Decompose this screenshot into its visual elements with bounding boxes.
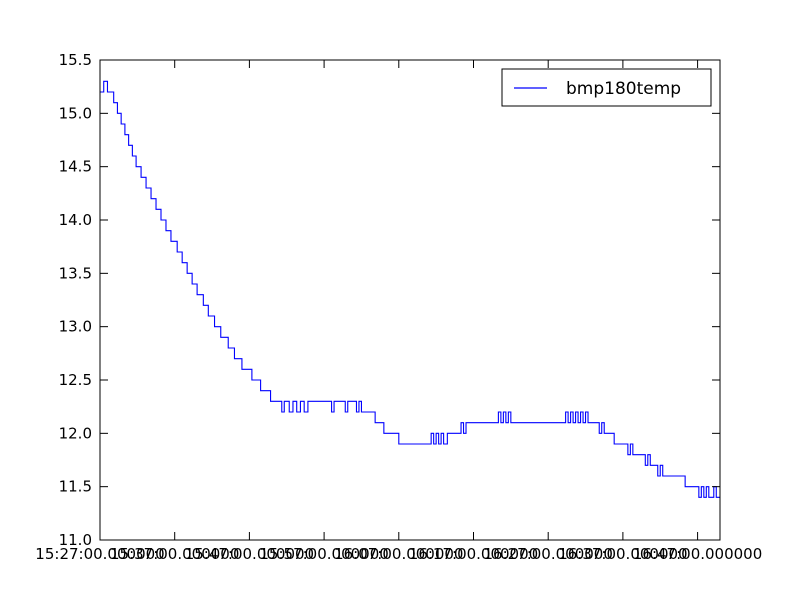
- series-layer: [100, 80, 720, 498]
- y-tick-label: 15.0: [59, 104, 92, 122]
- y-tick-label: 14.5: [59, 158, 92, 176]
- y-tick-label: 12.0: [59, 424, 92, 442]
- y-tick-label: 15.5: [59, 51, 92, 69]
- x-tick-label: 15:57:00.000000: [259, 545, 388, 563]
- plot-area: [100, 60, 720, 540]
- y-tick-label: 13.5: [59, 264, 92, 282]
- x-tick-label: 16:07:00.000000: [334, 545, 463, 563]
- x-tick-label: 16:37:00.000000: [558, 545, 687, 563]
- plot-frame: [99, 59, 721, 541]
- x-tick-label: 16:17:00.000000: [409, 545, 538, 563]
- series-line-bmp180temp: [100, 80, 720, 498]
- x-tick-label: 16:27:00.000000: [483, 545, 612, 563]
- x-tick-label-last: 16:47:00.000000: [633, 545, 762, 563]
- y-tick-label: 14.0: [59, 211, 92, 229]
- legend-label-bmp180temp: bmp180temp: [566, 79, 681, 99]
- y-tick-label: 11.0: [59, 531, 92, 549]
- y-axis: 11.0 11.5 12.0 12.5 13.0 13.5 14.0 14.5 15.0 15.5: [59, 51, 720, 549]
- legend: bmp180temp: [501, 68, 712, 107]
- x-tick-label: 15:47:00.000000: [185, 545, 314, 563]
- x-tick-label: 15:37:00.000000: [110, 545, 239, 563]
- y-tick-label: 12.5: [59, 371, 92, 389]
- y-tick-label: 11.5: [59, 478, 92, 496]
- x-axis: 15:27:00.00000015:37:00.00000015:47:00.0…: [35, 60, 762, 563]
- x-tick-label: 15:27:00.000000: [35, 545, 164, 563]
- y-tick-label: 13.0: [59, 318, 92, 336]
